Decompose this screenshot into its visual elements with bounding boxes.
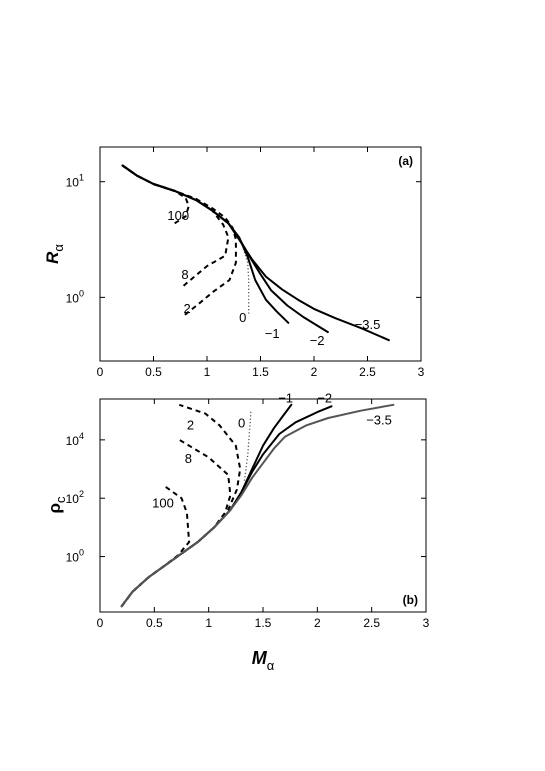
panel-b-chart: 0 0.5 1 1.5 2 2.5 3 104 102 100 100 8 2 0 −1 −2 −3.5 (b) ρ… bbox=[45, 391, 430, 673]
panel-b-panel-label: (b) bbox=[403, 593, 418, 607]
panel-a-x-tick-label: 3 bbox=[418, 365, 425, 379]
panel-a-series-label: 8 bbox=[181, 267, 188, 282]
panel-a-y-axis-label: Rα bbox=[43, 244, 66, 264]
panel-a-x-tick-label: 1 bbox=[204, 365, 211, 379]
panel-a-x-tick-label: 0 bbox=[97, 365, 104, 379]
panel-b-x-tick-label: 1 bbox=[205, 616, 212, 630]
panel-a-series-line bbox=[121, 164, 237, 317]
panel-b-series-label: −1 bbox=[278, 391, 293, 406]
panel-a-x-tick-label: 2 bbox=[311, 365, 318, 379]
panel-b-series-label: 8 bbox=[185, 451, 192, 466]
panel-a-x-tick-label: 0.5 bbox=[145, 365, 162, 379]
panel-b-y-axis-label: ρc bbox=[45, 496, 68, 514]
panel-b-x-tick-label: 3 bbox=[423, 616, 430, 630]
panel-a-y-tick-label: 100 bbox=[66, 288, 84, 305]
panel-a-series-line bbox=[121, 164, 390, 342]
panel-b-x-tick-label: 0 bbox=[97, 616, 104, 630]
panel-b-series-line bbox=[120, 403, 395, 608]
panel-a-series-label: 0 bbox=[239, 310, 246, 325]
panel-b-series-label: 2 bbox=[187, 418, 194, 433]
panel-b-x-tick-label: 0.5 bbox=[146, 616, 163, 630]
panel-a-x-tick-label: 2.5 bbox=[359, 365, 376, 379]
panel-a-series-label: −3.5 bbox=[355, 317, 381, 332]
panel-b-series-line bbox=[120, 403, 293, 608]
panel-b-series-line bbox=[120, 438, 232, 607]
panel-b-series-label: −3.5 bbox=[366, 412, 392, 427]
panel-b-y-tick-label: 100 bbox=[66, 548, 84, 565]
panel-a-series-line bbox=[121, 164, 329, 334]
panel-a-series-label: 100 bbox=[167, 208, 189, 223]
panel-b-series-label: 100 bbox=[152, 496, 174, 511]
panel-a-series-label: −1 bbox=[265, 326, 280, 341]
panel-b-series-label: 0 bbox=[238, 415, 245, 430]
panel-a-panel-label: (a) bbox=[398, 154, 413, 168]
panel-b-plot-frame bbox=[99, 398, 427, 613]
panel-a-x-tick-label: 1.5 bbox=[252, 365, 269, 379]
panel-a-y-tick-label: 101 bbox=[66, 173, 84, 190]
panel-b-series-line bbox=[243, 410, 252, 481]
x-axis-label: Mα bbox=[252, 648, 275, 673]
panel-b-y-tick-label: 104 bbox=[66, 431, 84, 448]
panel-b-x-tick-label: 2.5 bbox=[363, 616, 380, 630]
panel-b-series-line bbox=[120, 403, 242, 607]
panel-b-x-tick-label: 2 bbox=[314, 616, 321, 630]
panel-a-series-label: −2 bbox=[310, 333, 325, 348]
panel-b-y-tick-label: 102 bbox=[66, 489, 84, 506]
panel-b-series-label: −2 bbox=[317, 391, 332, 406]
panel-a-series-line bbox=[121, 164, 290, 324]
panel-a-series-line bbox=[121, 164, 230, 287]
panel-b-x-tick-label: 1.5 bbox=[255, 616, 272, 630]
panel-a-series-label: 2 bbox=[183, 301, 190, 316]
panel-a-chart: 0 0.5 1 1.5 2 2.5 3 101 100 100 8 2 0 −1 −2 −3.5 (a) Rα bbox=[43, 146, 425, 379]
